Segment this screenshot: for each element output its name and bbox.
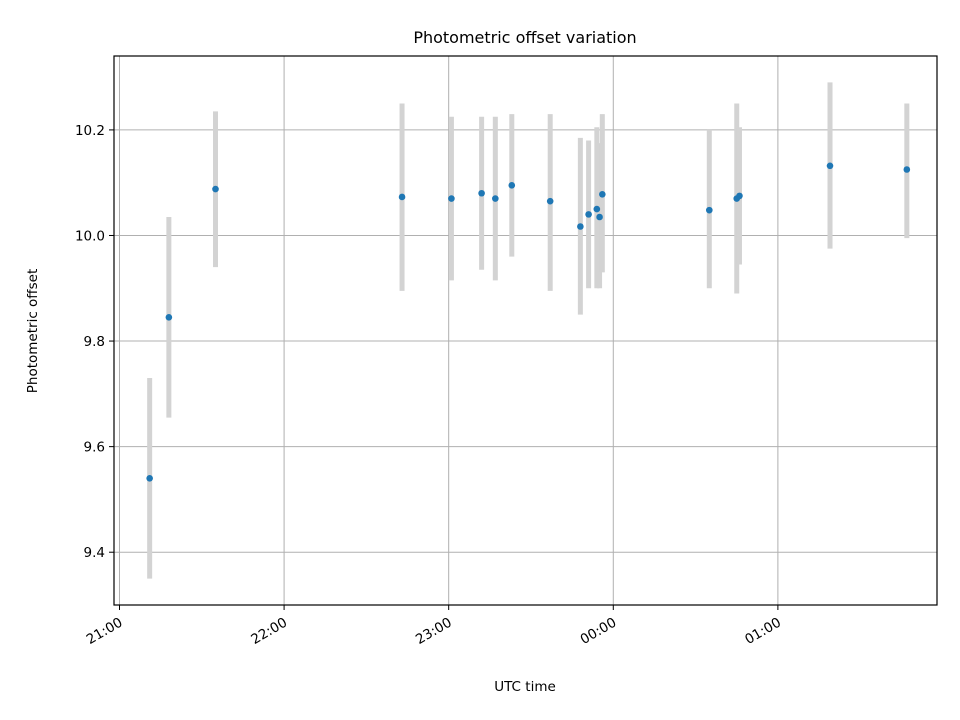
data-point: [593, 205, 601, 213]
data-points: [146, 162, 911, 482]
y-tick-label: 9.6: [84, 440, 105, 456]
data-point: [736, 192, 743, 200]
data-point: [212, 185, 219, 193]
chart-title: Photometric offset variation: [413, 28, 636, 47]
data-point: [706, 206, 713, 214]
y-tick-label: 10.2: [75, 123, 105, 139]
plot-frame: [113, 55, 938, 606]
data-point: [448, 195, 455, 202]
data-point: [577, 223, 584, 230]
y-axis-ticks: 9.4 9.6 9.8 10.0 10.2: [75, 123, 114, 561]
y-tick-label: 10.0: [75, 228, 105, 244]
data-point: [478, 189, 485, 197]
data-point: [585, 211, 592, 218]
data-point: [903, 166, 911, 173]
data-point: [165, 314, 173, 321]
data-point: [546, 197, 554, 205]
data-point: [492, 195, 499, 202]
data-point: [398, 193, 406, 201]
data-point: [508, 182, 516, 189]
x-axis-label: UTC time: [494, 679, 556, 695]
y-tick-label: 9.4: [84, 545, 105, 561]
data-point: [596, 213, 603, 221]
y-axis-label: Photometric offset: [25, 269, 41, 393]
y-tick-label: 9.8: [84, 334, 105, 350]
data-point: [146, 475, 153, 482]
data-point: [826, 162, 834, 170]
grid: [114, 56, 937, 605]
data-point: [599, 191, 606, 198]
